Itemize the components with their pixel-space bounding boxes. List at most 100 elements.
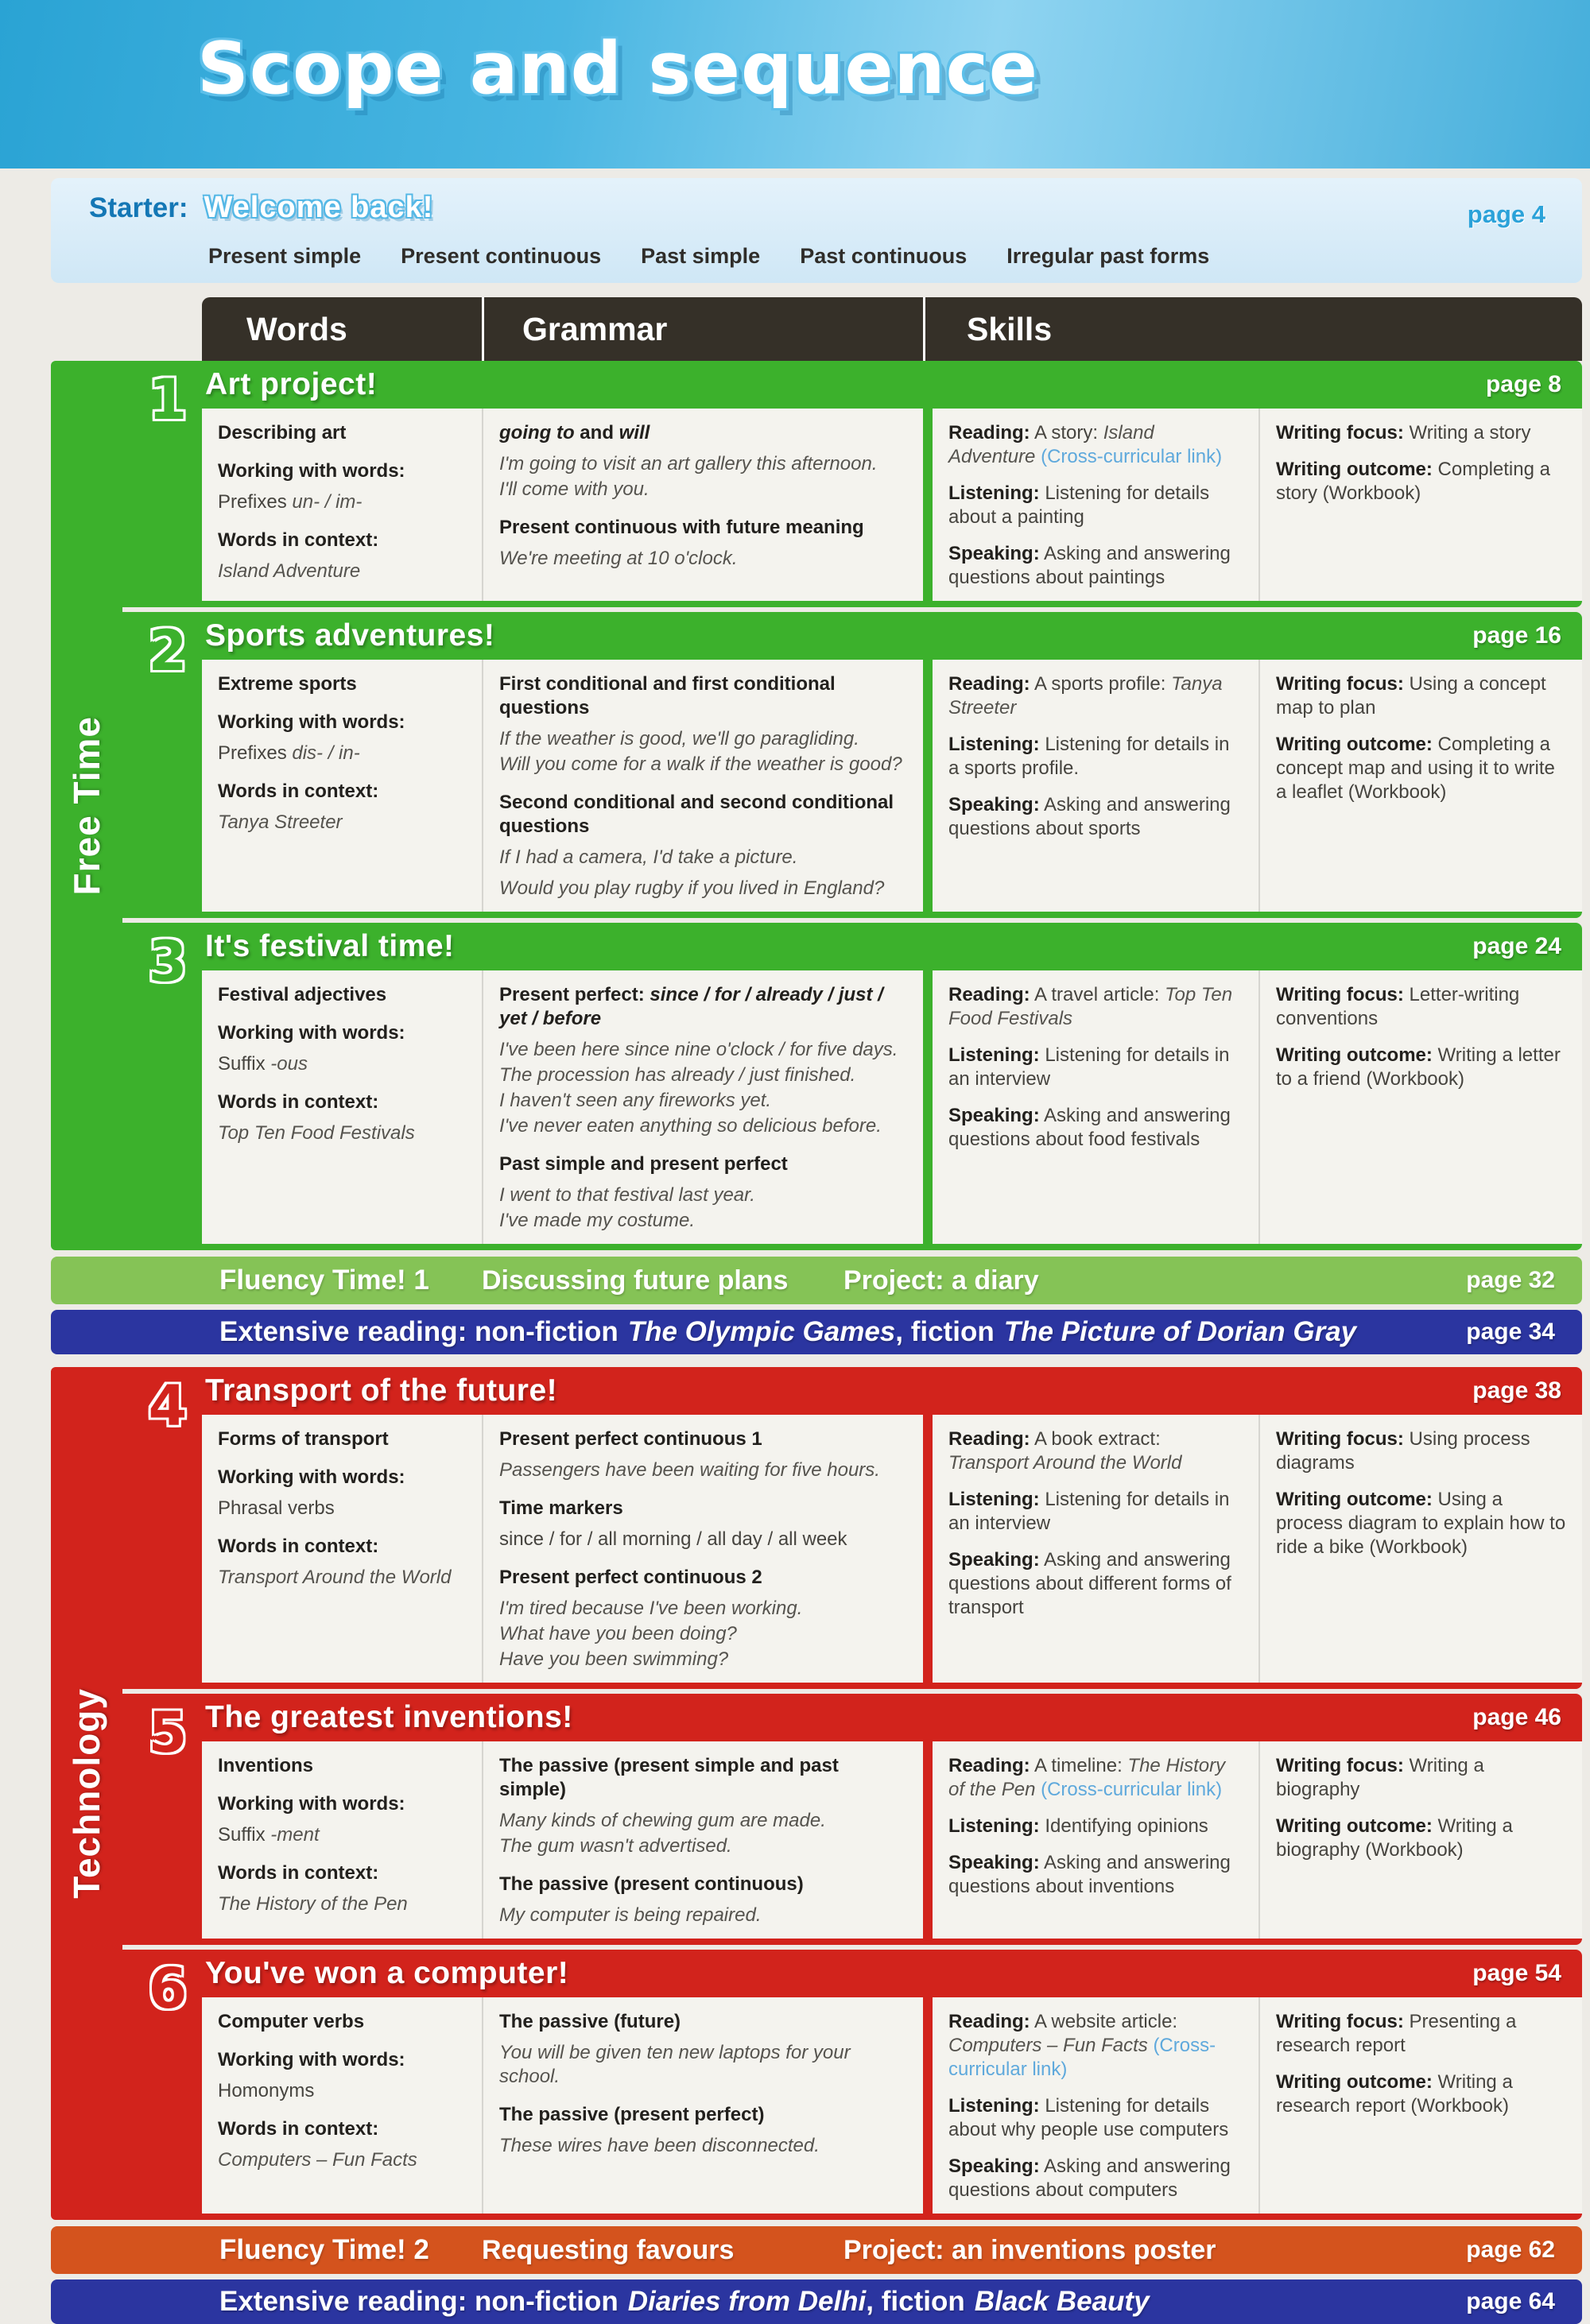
writing-cell: Writing focus: Using process diagrams Wri…	[1258, 1415, 1582, 1683]
text-segment: Words in context:	[218, 1536, 379, 1557]
text-segment: Reading:	[948, 2011, 1030, 2032]
cell-line: Writing outcome: Using a process diagram…	[1276, 1488, 1566, 1559]
text-segment: Present continuous with future meaning	[499, 517, 864, 538]
section-body: Free Time 1 Art project! page 8 Describing a…	[51, 361, 1582, 1250]
cell-line: I've never eaten anything so delicious b…	[499, 1114, 907, 1138]
text-segment: Using process diagrams	[1276, 1428, 1530, 1474]
text-segment: Working with words:	[218, 1466, 405, 1488]
text-segment: A travel article:	[1030, 984, 1165, 1005]
cell-line: since / for / all morning / all day / al…	[499, 1528, 907, 1551]
text-segment: Words in context:	[218, 1091, 379, 1113]
text-segment: Listening:	[948, 2095, 1040, 2117]
text-segment: Reading:	[948, 422, 1030, 443]
text-segment: Describing art	[218, 422, 347, 443]
starter-title-row: Starter: Welcome back!	[89, 191, 1558, 225]
section-strip: Free Time	[51, 361, 122, 1250]
text-segment: Writing focus:	[1276, 673, 1404, 695]
text-segment: Suffix	[218, 1824, 271, 1846]
units-column: 1 Art project! page 8 Describing art Working…	[122, 361, 1582, 1250]
text-segment: Present perfect continuous 2	[499, 1567, 762, 1588]
fluency-bar: Fluency Time! 1 Discussing future plans Pr…	[51, 1257, 1582, 1304]
cell-line: Tanya Streeter	[218, 811, 466, 835]
cell-line: Prefixes un- / im-	[218, 490, 466, 514]
text-segment: -ment	[270, 1824, 320, 1846]
starter-unit-title: Welcome back!	[204, 191, 434, 224]
text-segment: dis- / in-	[292, 742, 360, 764]
unit-page-label: page 46	[1472, 1704, 1561, 1730]
text-segment: I'm going to visit an art gallery this a…	[499, 453, 878, 474]
fluency-project: Project: a diary	[843, 1265, 1039, 1296]
unit-band: You've won a computer! page 54	[122, 1950, 1582, 1997]
text-segment: Inventions	[218, 1755, 314, 1776]
text-segment: Listening for details about a painting	[948, 482, 1210, 528]
text-segment: Second conditional and second conditiona…	[499, 792, 894, 837]
cell-line: Speaking: Asking and answering questions…	[948, 793, 1243, 841]
text-segment: Speaking:	[948, 794, 1040, 815]
text-segment: since / for / all morning / all day / al…	[499, 1528, 847, 1550]
text-segment: Homonyms	[218, 2080, 315, 2101]
starter-topic: Present simple	[208, 244, 362, 268]
text-segment: Past simple and present perfect	[499, 1153, 788, 1175]
cell-line: Computers – Fun Facts	[218, 2148, 466, 2172]
cell-line: Writing focus: Presenting a research rep…	[1276, 2010, 1566, 2058]
text-segment: Listening:	[948, 734, 1040, 755]
unit-number: 5	[148, 1700, 188, 1765]
skills-cell: Reading: A story: Island Adventure (Cros…	[933, 409, 1258, 601]
text-segment: Present perfect:	[499, 984, 650, 1005]
skills-cell: Reading: A book extract: Transport Aroun…	[933, 1415, 1258, 1683]
unit-cells: Describing art Working with words: Prefixe…	[202, 409, 1582, 601]
unit-title: You've won a computer!	[205, 1956, 569, 1990]
text-segment: Asking and answering questions about inv…	[948, 1852, 1231, 1897]
cell-line: I've been here since nine o'clock / for …	[499, 1038, 907, 1062]
text-segment: Presenting a research report	[1276, 2011, 1517, 2056]
text-segment: Writing a letter to a friend (Workbook)	[1276, 1044, 1561, 1090]
unit-band: The greatest inventions! page 46	[122, 1694, 1582, 1741]
text-segment: Festival adjectives	[218, 984, 387, 1005]
cell-line: Would you play rugby if you lived in Eng…	[499, 877, 907, 901]
top-banner: Scope and sequence	[0, 0, 1590, 168]
sections-root: Free Time 1 Art project! page 8 Describing a…	[51, 361, 1582, 2324]
text-segment: A story:	[1030, 422, 1103, 443]
extensive-nonfiction-title: The Olympic Games	[627, 1316, 896, 1347]
text-segment: The passive (present perfect)	[499, 2104, 765, 2125]
cell-line: Working with words:	[218, 459, 466, 483]
text-segment: Writing outcome:	[1276, 734, 1433, 755]
text-segment: Speaking:	[948, 1105, 1040, 1126]
text-segment: The passive (future)	[499, 2011, 681, 2032]
text-segment: Tanya Streeter	[218, 811, 343, 833]
text-segment: (Cross-curricular link)	[1041, 1779, 1223, 1800]
cell-line: Present perfect continuous 1	[499, 1427, 907, 1451]
fluency-label: Fluency Time! 2	[219, 2234, 429, 2265]
text-segment: going to	[499, 422, 575, 443]
skills-cell: Reading: A timeline: The History of the …	[933, 1741, 1258, 1939]
text-segment: If I had a camera, I'd take a picture.	[499, 846, 798, 868]
text-segment: Writing focus:	[1276, 2011, 1404, 2032]
unit-1: 1 Art project! page 8 Describing art Working…	[122, 361, 1582, 607]
cell-line: Suffix -ous	[218, 1052, 466, 1076]
cell-line: Reading: A website article: Computers – …	[948, 2010, 1243, 2082]
unit-number: 4	[148, 1373, 188, 1439]
unit-page-label: page 38	[1472, 1377, 1561, 1404]
text-segment: Reading:	[948, 1755, 1030, 1776]
extensive-fiction-title: Black Beauty	[974, 2286, 1150, 2317]
text-segment: Writing outcome:	[1276, 1815, 1433, 1837]
unit-band: Sports adventures! page 16	[122, 612, 1582, 660]
cell-line: Writing outcome: Writing a biography (Wo…	[1276, 1815, 1566, 1862]
words-cell: Computer verbs Working with words: Homonym…	[202, 1997, 482, 2214]
unit-title: Sports adventures!	[205, 618, 495, 653]
text-segment: Asking and answering questions about dif…	[948, 1549, 1231, 1618]
text-segment: Completing a story (Workbook)	[1276, 459, 1550, 504]
page-content: Starter: Welcome back! page 4 Present si…	[51, 178, 1582, 2324]
section-strip-label: Technology	[66, 1688, 107, 1899]
cell-line: I'll come with you.	[499, 478, 907, 502]
text-segment: Completing a concept map and using it to…	[1276, 734, 1555, 803]
text-segment: Transport Around the World	[218, 1567, 452, 1588]
cell-line: Prefixes dis- / in-	[218, 742, 466, 765]
cell-line: Working with words:	[218, 2048, 466, 2072]
text-segment: and	[574, 422, 619, 443]
cell-line: I went to that festival last year.	[499, 1183, 907, 1207]
text-segment: What have you been doing?	[499, 1623, 737, 1644]
text-segment: Listening:	[948, 1815, 1040, 1837]
text-segment: The procession has already / just finish…	[499, 1064, 856, 1086]
text-segment: Writing focus:	[1276, 422, 1404, 443]
